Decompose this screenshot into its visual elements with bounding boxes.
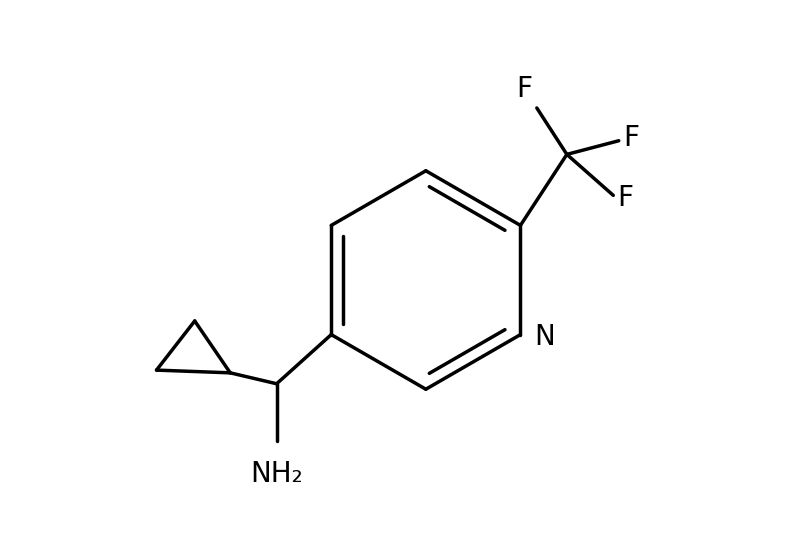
Text: F: F xyxy=(516,74,532,102)
Text: N: N xyxy=(534,323,555,351)
Text: F: F xyxy=(617,184,633,212)
Text: F: F xyxy=(623,124,639,152)
Text: NH₂: NH₂ xyxy=(250,460,303,488)
